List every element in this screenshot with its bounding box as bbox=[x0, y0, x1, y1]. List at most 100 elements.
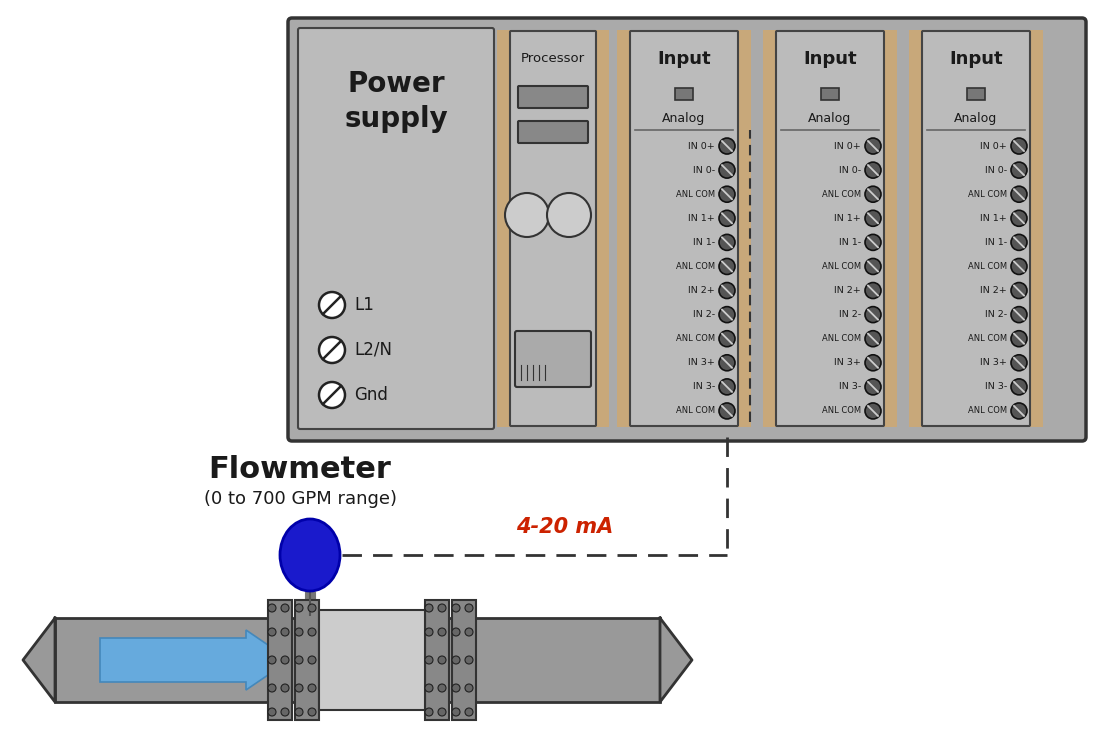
Text: IN 2+: IN 2+ bbox=[980, 286, 1006, 295]
FancyBboxPatch shape bbox=[517, 121, 587, 143]
Text: IN 0-: IN 0- bbox=[839, 166, 861, 175]
Text: ANL COM: ANL COM bbox=[676, 406, 715, 416]
Circle shape bbox=[1011, 379, 1027, 394]
Circle shape bbox=[319, 292, 345, 318]
Circle shape bbox=[319, 382, 345, 408]
Circle shape bbox=[865, 307, 881, 322]
Circle shape bbox=[295, 684, 303, 692]
FancyBboxPatch shape bbox=[517, 86, 587, 108]
Circle shape bbox=[719, 234, 735, 250]
Text: Flowmeter: Flowmeter bbox=[209, 455, 392, 484]
Circle shape bbox=[424, 684, 433, 692]
Circle shape bbox=[465, 708, 473, 716]
Circle shape bbox=[438, 628, 446, 636]
Circle shape bbox=[865, 210, 881, 226]
Bar bbox=[617, 30, 631, 427]
Circle shape bbox=[268, 708, 276, 716]
Circle shape bbox=[309, 708, 316, 716]
Circle shape bbox=[865, 283, 881, 298]
Circle shape bbox=[438, 708, 446, 716]
Bar bbox=[737, 30, 750, 427]
Circle shape bbox=[719, 283, 735, 298]
Circle shape bbox=[505, 193, 549, 237]
Text: IN 1-: IN 1- bbox=[693, 238, 715, 247]
Circle shape bbox=[1011, 234, 1027, 250]
Bar bbox=[909, 30, 923, 427]
Circle shape bbox=[295, 604, 303, 612]
Bar bbox=[675, 88, 693, 100]
Circle shape bbox=[452, 604, 459, 612]
Text: ANL COM: ANL COM bbox=[968, 190, 1006, 199]
Text: IN 3-: IN 3- bbox=[839, 382, 861, 392]
Text: IN 2+: IN 2+ bbox=[835, 286, 861, 295]
Circle shape bbox=[865, 234, 881, 250]
Text: Input: Input bbox=[950, 50, 1003, 68]
Circle shape bbox=[547, 193, 591, 237]
Circle shape bbox=[295, 628, 303, 636]
Text: IN 1+: IN 1+ bbox=[980, 214, 1006, 223]
Circle shape bbox=[465, 656, 473, 664]
Text: ANL COM: ANL COM bbox=[676, 262, 715, 271]
Circle shape bbox=[865, 162, 881, 178]
Circle shape bbox=[465, 628, 473, 636]
Circle shape bbox=[1011, 355, 1027, 370]
Text: IN 1-: IN 1- bbox=[839, 238, 861, 247]
Text: ANL COM: ANL COM bbox=[676, 190, 715, 199]
Bar bbox=[595, 30, 609, 427]
Circle shape bbox=[424, 656, 433, 664]
Text: IN 1+: IN 1+ bbox=[835, 214, 861, 223]
Circle shape bbox=[281, 684, 289, 692]
Bar bbox=[883, 30, 897, 427]
Bar bbox=[55, 618, 660, 702]
Circle shape bbox=[865, 259, 881, 274]
Text: Input: Input bbox=[803, 50, 857, 68]
Circle shape bbox=[1011, 331, 1027, 346]
Circle shape bbox=[1011, 403, 1027, 419]
Bar bbox=[452, 600, 476, 720]
Circle shape bbox=[281, 656, 289, 664]
Text: IN 3-: IN 3- bbox=[693, 382, 715, 392]
FancyBboxPatch shape bbox=[922, 31, 1029, 426]
Polygon shape bbox=[660, 618, 693, 702]
Text: ANL COM: ANL COM bbox=[676, 334, 715, 344]
Circle shape bbox=[865, 138, 881, 154]
Text: IN 3+: IN 3+ bbox=[980, 358, 1006, 368]
Text: Analog: Analog bbox=[662, 112, 706, 125]
Text: supply: supply bbox=[345, 105, 447, 133]
Text: IN 2-: IN 2- bbox=[839, 310, 861, 320]
Text: Gnd: Gnd bbox=[354, 386, 388, 404]
Circle shape bbox=[268, 628, 276, 636]
Ellipse shape bbox=[280, 519, 340, 591]
Text: Power: Power bbox=[347, 70, 445, 98]
Circle shape bbox=[309, 604, 316, 612]
Circle shape bbox=[865, 331, 881, 346]
FancyArrow shape bbox=[100, 630, 290, 690]
Text: IN 0-: IN 0- bbox=[693, 166, 715, 175]
Circle shape bbox=[719, 331, 735, 346]
Circle shape bbox=[865, 186, 881, 202]
Text: IN 2-: IN 2- bbox=[693, 310, 715, 320]
Bar bbox=[268, 600, 292, 720]
Text: IN 3-: IN 3- bbox=[985, 382, 1006, 392]
Text: ANL COM: ANL COM bbox=[968, 334, 1006, 344]
Circle shape bbox=[865, 355, 881, 370]
FancyBboxPatch shape bbox=[776, 31, 884, 426]
Text: IN 2-: IN 2- bbox=[985, 310, 1006, 320]
Circle shape bbox=[281, 628, 289, 636]
Circle shape bbox=[719, 138, 735, 154]
Circle shape bbox=[452, 708, 459, 716]
Circle shape bbox=[719, 162, 735, 178]
Circle shape bbox=[309, 656, 316, 664]
Text: IN 0+: IN 0+ bbox=[980, 142, 1006, 151]
FancyBboxPatch shape bbox=[510, 31, 596, 426]
Circle shape bbox=[268, 684, 276, 692]
Circle shape bbox=[865, 379, 881, 394]
Circle shape bbox=[309, 684, 316, 692]
Text: IN 0+: IN 0+ bbox=[835, 142, 861, 151]
Circle shape bbox=[719, 307, 735, 322]
Circle shape bbox=[281, 708, 289, 716]
Bar bbox=[319, 610, 424, 710]
Text: 4-20 mA: 4-20 mA bbox=[516, 517, 613, 537]
Circle shape bbox=[1011, 210, 1027, 226]
Circle shape bbox=[452, 656, 459, 664]
